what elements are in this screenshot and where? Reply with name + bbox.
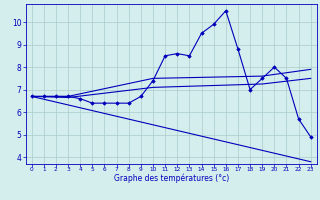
X-axis label: Graphe des températures (°c): Graphe des températures (°c) — [114, 174, 229, 183]
